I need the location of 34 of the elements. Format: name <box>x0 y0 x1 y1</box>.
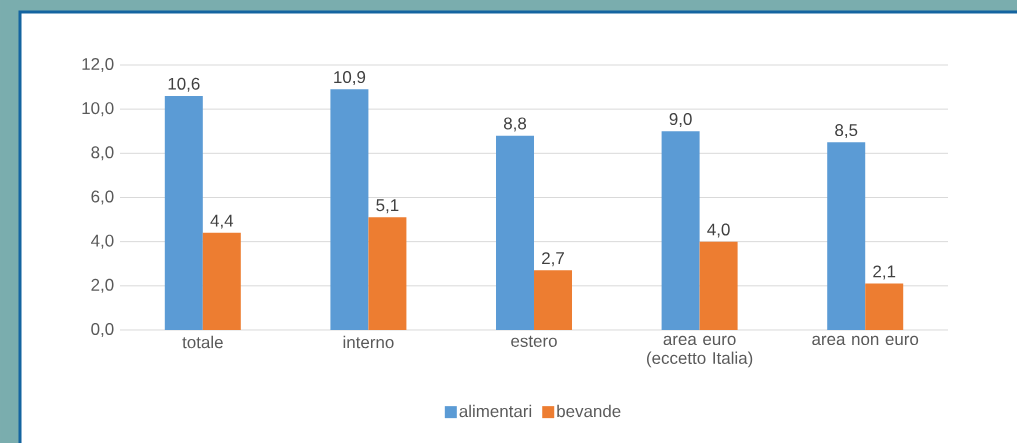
data-label: 2,1 <box>873 265 896 280</box>
data-label: 10,9 <box>334 71 366 86</box>
y-tick-label: 8,0 <box>91 146 114 161</box>
y-tick-label: 12,0 <box>82 57 114 72</box>
x-tick-label: area euro (eccetto Italia) <box>647 335 753 368</box>
y-tick-label: 4,0 <box>91 234 114 249</box>
data-label: 9,0 <box>669 113 692 128</box>
y-tick-label: 6,0 <box>91 190 114 205</box>
data-label: 8,5 <box>835 124 858 139</box>
data-label: 10,6 <box>168 77 200 92</box>
legend-label: alimentari <box>459 404 532 418</box>
bar <box>699 241 738 330</box>
x-tick-label: estero <box>511 335 557 347</box>
bar <box>496 135 535 330</box>
bar <box>368 217 407 330</box>
data-label: 5,1 <box>376 199 399 214</box>
bar <box>202 232 241 330</box>
legend-label: bevande <box>557 404 621 418</box>
bar <box>865 283 904 330</box>
y-tick-label: 2,0 <box>91 278 114 293</box>
x-tick-label: area non euro <box>812 335 919 346</box>
bar <box>534 270 573 330</box>
x-tick-label: interno <box>343 335 394 349</box>
data-label: 4,0 <box>707 223 730 238</box>
bar <box>330 89 369 330</box>
data-label: 2,7 <box>542 252 564 267</box>
data-label: 4,4 <box>210 214 234 229</box>
y-tick-label: 10,0 <box>82 102 114 117</box>
x-tick-label: totale <box>182 335 223 349</box>
bar <box>827 142 866 330</box>
bar <box>661 131 700 330</box>
bar <box>164 95 203 330</box>
data-label: 8,8 <box>503 117 527 132</box>
y-tick-label: 0,0 <box>91 322 114 337</box>
